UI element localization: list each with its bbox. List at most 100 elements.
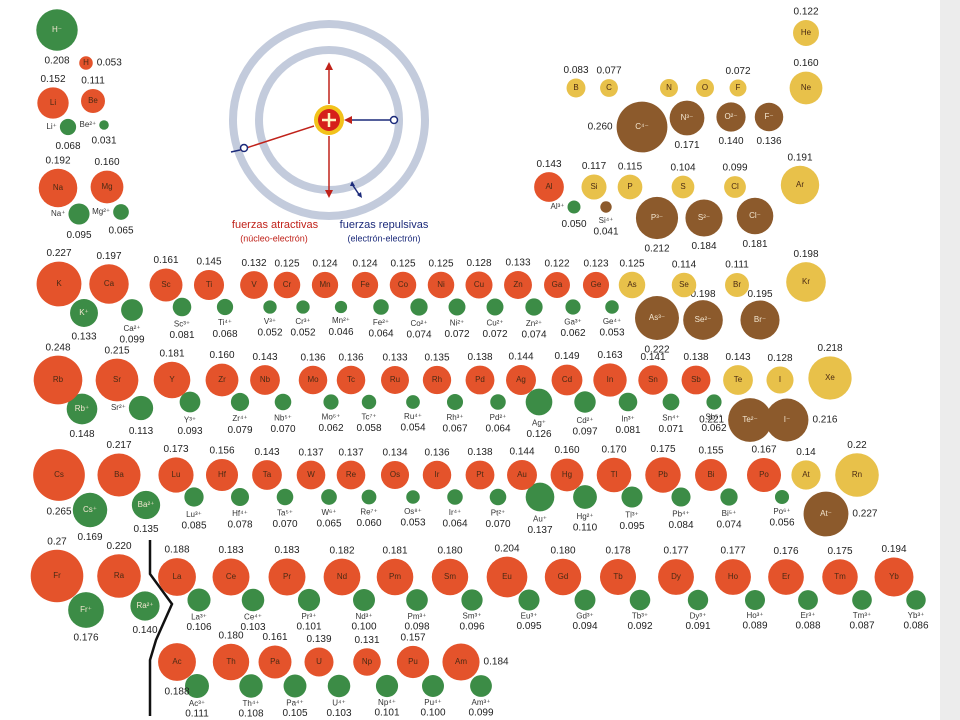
atomic-radius: 0.180: [218, 630, 243, 641]
element-symbol: C: [606, 83, 612, 92]
atomic-radius: 0.215: [104, 345, 129, 356]
element-symbol: Si: [590, 182, 597, 191]
atomic-radius: 0.143: [536, 159, 561, 170]
ionic-radius: 0.169: [77, 532, 102, 543]
atom-circle: [422, 460, 452, 490]
ionic-radius: 0.046: [328, 327, 353, 338]
atomic-radius: 0.227: [46, 248, 71, 259]
ion-symbol: Np⁴⁺: [378, 698, 396, 707]
atom-circle: [671, 175, 695, 199]
ionic-radius: 0.052: [257, 327, 282, 338]
element-symbol: Gd: [558, 572, 569, 581]
atomic-radius: 0.160: [94, 157, 119, 168]
atomic-radius: 0.161: [153, 255, 178, 266]
atomic-radius: 0.117: [582, 161, 607, 172]
ion-circle: [470, 675, 492, 697]
ionic-radius: 0.062: [318, 423, 343, 434]
ionic-radius: 0.110: [573, 523, 598, 534]
ion-symbol: Ni²⁺: [450, 319, 464, 328]
ion-circle: [574, 589, 596, 611]
ionic-radius: 0.195: [747, 289, 772, 300]
ion-circle: [518, 589, 540, 611]
ion-circle: [621, 486, 643, 508]
ion-circle: [573, 485, 597, 509]
element-symbol: Sb: [691, 375, 701, 384]
ion-symbol: Ti⁴⁺: [218, 318, 232, 327]
atom-circle: [789, 71, 823, 105]
element-symbol: Rn: [852, 470, 862, 479]
atom-circle: [780, 165, 820, 205]
element-symbol: Ra: [114, 571, 125, 580]
element-symbol: At: [802, 470, 810, 479]
ionic-radius: 0.095: [516, 621, 541, 632]
atomic-radius: 0.137: [298, 447, 323, 458]
atom-circle: [681, 365, 711, 395]
atom-circle: [158, 457, 194, 493]
element-symbol: As: [627, 280, 636, 289]
ion-symbol: O²⁻: [724, 112, 737, 121]
ionic-radius: 0.050: [561, 219, 586, 230]
atomic-radius: 0.167: [751, 445, 776, 456]
ionic-radius: 0.070: [485, 519, 510, 530]
atom-circle: [465, 365, 495, 395]
ionic-radius: 0.052: [290, 327, 315, 338]
ion-circle: [185, 674, 209, 698]
element-symbol: Cr: [283, 280, 292, 289]
ion-symbol: Tl³⁺: [625, 511, 639, 520]
element-symbol: Rh: [432, 375, 442, 384]
element-symbol: Pr: [283, 572, 291, 581]
ionic-radius: 0.053: [599, 327, 624, 338]
ion-circle: [683, 300, 723, 340]
atom-circle: [793, 20, 819, 46]
inset-diagram: fuerzas atractivas (núcleo-electrón) fue…: [222, 20, 437, 253]
ion-symbol: Bi⁵⁺: [722, 509, 737, 518]
ion-circle: [239, 674, 263, 698]
element-symbol: Cd: [562, 375, 572, 384]
atomic-radius: 0.125: [274, 258, 299, 269]
element-symbol: La: [173, 572, 182, 581]
ionic-radius: 0.081: [169, 330, 194, 341]
atom-circle: [724, 176, 746, 198]
atomic-radius: 0.176: [773, 546, 798, 557]
element-symbol: Y: [169, 375, 175, 384]
atomic-radius: 0.114: [672, 259, 697, 270]
ion-symbol: Pa⁴⁺: [286, 699, 303, 708]
atom-circle: [723, 365, 753, 395]
ion-circle: [323, 394, 339, 410]
ion-circle: [410, 298, 428, 316]
ion-circle: [662, 393, 680, 411]
ionic-radius: 0.068: [212, 329, 237, 340]
ionic-radius: 0.067: [442, 424, 467, 435]
ion-circle: [172, 297, 192, 317]
electron: [389, 115, 399, 125]
element-symbol: Sm: [444, 572, 456, 581]
element-symbol: Eu: [502, 572, 512, 581]
atom-circle: [660, 79, 678, 97]
ion-symbol: Po⁶⁺: [773, 507, 790, 516]
atom-circle: [465, 271, 493, 299]
atom-circle: [786, 262, 826, 302]
ionic-radius: 0.092: [627, 621, 652, 632]
ionic-radius: 0.031: [91, 135, 116, 146]
ion-symbol: Rh³⁺: [446, 413, 463, 422]
ionic-radius: 0.053: [400, 517, 425, 528]
atom-circle: [323, 558, 361, 596]
ion-symbol: C⁴⁻: [635, 122, 648, 131]
element-symbol: Co: [398, 280, 409, 289]
atom-circle: [212, 558, 250, 596]
ion-symbol: F⁻: [764, 112, 773, 121]
ion-circle: [706, 394, 722, 410]
element-symbol: Tm: [834, 572, 846, 581]
atomic-radius: 0.27: [47, 536, 67, 547]
ion-circle: [72, 492, 108, 528]
atomic-radius: 0.128: [466, 258, 491, 269]
ion-symbol: Fr⁺: [80, 605, 92, 614]
ion-symbol: Yb³⁺: [908, 611, 925, 620]
ion-symbol: Dy³⁺: [690, 611, 707, 620]
ionic-radius: 0.097: [572, 426, 597, 437]
ionic-radius: 0.100: [351, 622, 376, 633]
ion-symbol: Te²⁻: [742, 415, 757, 424]
atomic-radius: 0.141: [640, 352, 665, 363]
ion-symbol: Tc⁷⁺: [361, 412, 376, 421]
element-symbol: Zn: [513, 280, 522, 289]
